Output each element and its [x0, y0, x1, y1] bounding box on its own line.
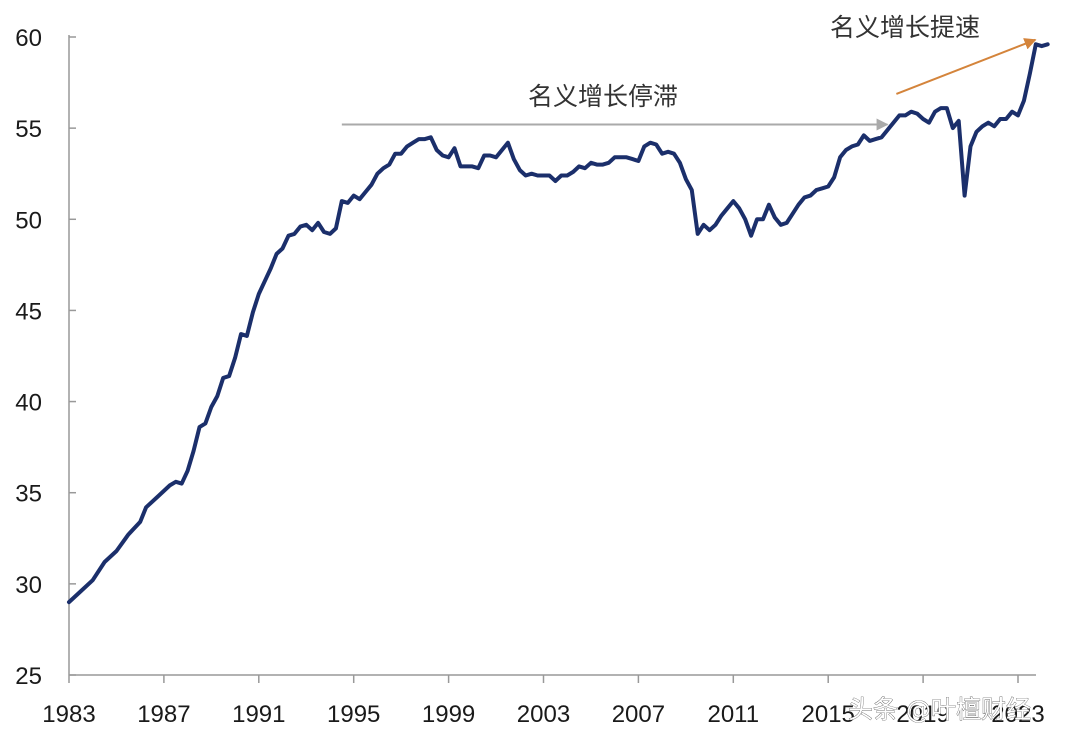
x-tick-label: 2007	[612, 701, 665, 728]
y-tick-label: 40	[15, 390, 42, 417]
x-tick-label: 2003	[517, 701, 570, 728]
series-line	[67, 42, 1050, 605]
y-tick-label: 25	[15, 663, 42, 690]
y-tick-label: 50	[15, 207, 42, 234]
y-tick-label: 55	[15, 116, 42, 143]
x-tick-label: 1987	[137, 701, 190, 728]
x-tick-label: 1999	[422, 701, 475, 728]
stagnation-label: 名义增长停滞	[528, 82, 678, 111]
x-tick-label: 1983	[42, 701, 95, 728]
watermark-text: 头条 @叶檀财经	[848, 695, 1031, 724]
x-tick-label: 2019	[896, 701, 949, 728]
y-tick-label: 30	[15, 572, 42, 599]
y-tick-label: 35	[15, 481, 42, 508]
x-tick-label: 2015	[802, 701, 855, 728]
y-tick-label: 45	[15, 298, 42, 325]
axes	[68, 35, 1036, 683]
x-tick-label: 2023	[991, 701, 1044, 728]
x-tick-label: 2011	[707, 701, 759, 728]
series	[67, 42, 1050, 605]
x-tick-label: 1991	[232, 701, 285, 728]
x-tick-label: 1995	[327, 701, 380, 728]
acceleration-label: 名义增长提速	[830, 13, 980, 42]
annotations: 名义增长停滞 名义增长提速	[341, 13, 1037, 131]
acceleration-arrow	[896, 38, 1037, 95]
tick-labels: 25 30 35 40 45 50 55 60 1983 1987 1991 1995 1999 2003…	[15, 25, 1044, 728]
y-tick-label: 60	[15, 25, 42, 52]
